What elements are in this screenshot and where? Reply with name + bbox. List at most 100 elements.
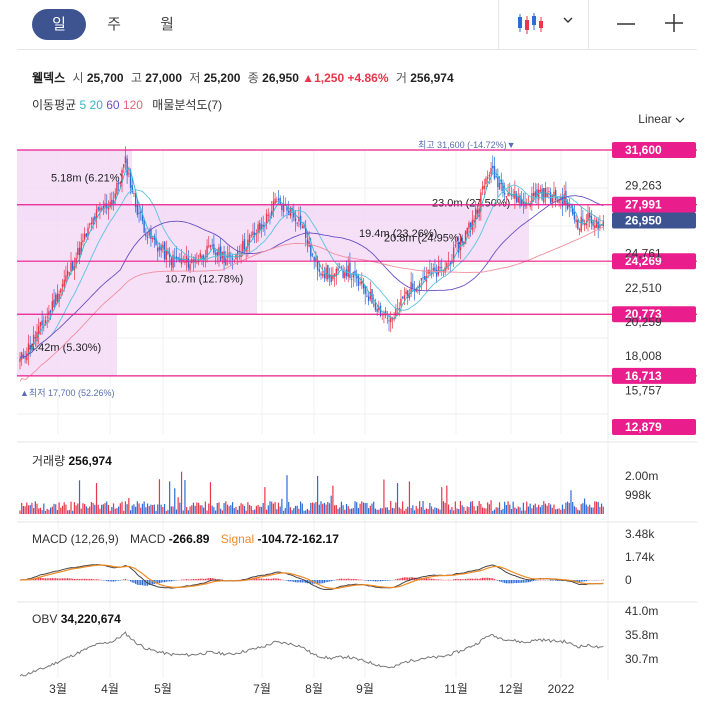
candle-body: [160, 246, 162, 251]
price-tag-label: 16,713: [625, 369, 662, 383]
candle-body: [592, 221, 594, 226]
volume-bar: [165, 510, 167, 514]
volume-bar: [265, 509, 268, 514]
macd-histogram-bar: [317, 580, 319, 584]
volume-bar: [600, 503, 603, 514]
candle-body: [92, 218, 94, 225]
volume-bar: [362, 502, 365, 514]
volume-bar: [197, 502, 200, 514]
volume-bar: [148, 506, 150, 514]
macd-histogram-bar: [585, 580, 587, 582]
candle-body: [87, 227, 89, 237]
price-tag-label: 26,950: [625, 214, 662, 228]
volume-bar: [201, 505, 203, 514]
volume-bar: [221, 510, 223, 514]
macd-histogram-bar: [60, 578, 62, 581]
candle-body: [534, 191, 536, 198]
scale-button[interactable]: Linear: [638, 112, 685, 126]
volume-bar: [417, 508, 419, 514]
macd-histogram-bar: [138, 580, 140, 586]
volume-bar: [539, 507, 541, 514]
volume-bar: [517, 506, 519, 514]
candle-body: [531, 193, 533, 204]
tab-day[interactable]: 일: [32, 9, 86, 40]
candle-body: [515, 193, 518, 203]
macd-histogram-bar: [55, 578, 57, 581]
macd-histogram-bar: [340, 578, 343, 581]
macd-histogram-bar: [347, 578, 349, 581]
candlestick-icon[interactable]: [516, 12, 544, 36]
macd-histogram-bar: [577, 580, 579, 583]
macd-histogram-bar: [39, 577, 42, 581]
volume-bar: [442, 501, 445, 514]
volume-bar: [556, 508, 558, 514]
candle-body: [332, 274, 334, 280]
macd-histogram-bar: [136, 580, 138, 585]
candle-body: [388, 320, 390, 322]
candle-body: [434, 267, 436, 272]
candle-body: [442, 270, 445, 272]
candle-body: [253, 232, 256, 236]
volume-bar: [269, 501, 271, 514]
macd-histogram-bar: [182, 579, 184, 581]
macd-histogram-bar: [118, 580, 120, 581]
macd-histogram-bar: [468, 578, 470, 581]
volume-bar: [72, 510, 74, 514]
volume-bar: [182, 510, 184, 514]
macd-histogram-bar: [456, 578, 458, 581]
macd-histogram-bar: [298, 580, 300, 583]
candle-body: [539, 189, 542, 192]
volume-bar: [379, 508, 382, 514]
volume-bar: [441, 487, 443, 514]
price-tag: [612, 419, 696, 435]
volume-bar: [566, 501, 569, 514]
candle-body: [570, 206, 572, 208]
candle-body: [114, 193, 116, 199]
candle-body: [168, 252, 171, 258]
candle-body: [577, 220, 579, 229]
macd-histogram-bar: [172, 580, 174, 581]
minimize-icon[interactable]: [616, 14, 636, 34]
volume-bar: [186, 507, 188, 514]
tab-month[interactable]: 월: [160, 16, 174, 33]
volume-bar: [67, 510, 69, 514]
macd-histogram-bar: [480, 578, 482, 581]
volume-bar: [255, 505, 257, 514]
volume-bar: [522, 502, 524, 514]
volume-profile-label: 23.0m (27.50%): [432, 198, 510, 210]
volume-bar: [524, 510, 526, 514]
candle-body: [580, 216, 582, 232]
ma20-line: [19, 184, 604, 360]
macd-histogram-bar: [556, 580, 558, 581]
candle-body: [456, 242, 458, 244]
volume-bar: [65, 504, 67, 514]
macd-histogram-bar: [429, 578, 431, 581]
candle-body: [262, 224, 264, 227]
volume-bar: [60, 507, 62, 514]
volume-bar: [337, 508, 339, 514]
candle-body: [439, 266, 441, 269]
candle-body: [162, 245, 164, 249]
volume-bar: [378, 509, 380, 514]
candle-body: [157, 247, 159, 252]
macd-histogram-bar: [286, 580, 288, 581]
volume-bar: [254, 509, 256, 514]
tab-week[interactable]: 주: [107, 16, 121, 33]
volume-bar: [104, 503, 106, 514]
separator: [17, 49, 697, 50]
candle-body: [541, 188, 543, 200]
candle-body: [277, 198, 280, 201]
chevron-down-icon[interactable]: [562, 16, 574, 26]
macd-histogram-bar: [75, 579, 77, 581]
volume-bar: [89, 506, 91, 514]
candle-body: [158, 246, 161, 250]
volume-bar: [73, 502, 76, 514]
candle-body: [216, 252, 218, 256]
x-tick-label: 12월: [499, 682, 523, 696]
plus-icon[interactable]: [664, 13, 684, 33]
volume-profile-label: 19.4m (23.26%): [359, 228, 437, 240]
macd-histogram-bar: [354, 578, 356, 581]
candle-body: [111, 199, 113, 205]
candle-body: [99, 207, 101, 211]
